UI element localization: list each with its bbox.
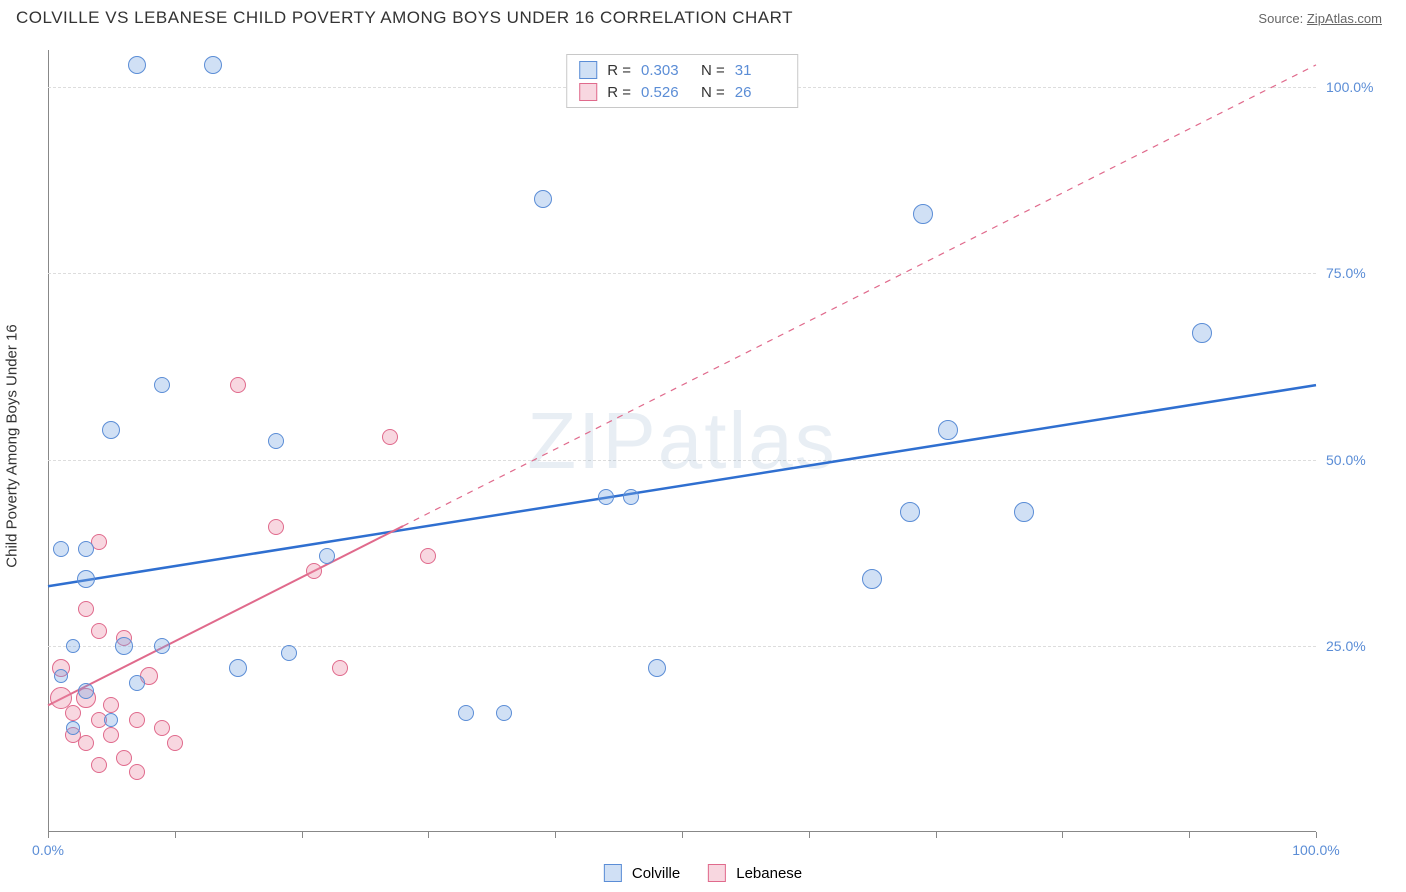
x-tick — [1062, 832, 1063, 838]
legend-label-colville: Colville — [632, 865, 680, 882]
data-point-lebanese — [167, 735, 183, 751]
y-tick-label: 25.0% — [1326, 638, 1386, 654]
data-point-colville — [115, 637, 133, 655]
legend-r-label: R = — [607, 84, 631, 101]
data-point-colville — [53, 541, 69, 557]
data-point-colville — [1014, 502, 1034, 522]
legend-row-lebanese: R = 0.526 N = 26 — [579, 81, 785, 103]
correlation-legend: R = 0.303 N = 31 R = 0.526 N = 26 — [566, 54, 798, 108]
legend-n-value-lebanese: 26 — [735, 84, 785, 101]
data-point-lebanese — [91, 757, 107, 773]
legend-swatch-lebanese — [579, 83, 597, 101]
data-point-colville — [913, 204, 933, 224]
legend-n-value-colville: 31 — [735, 62, 785, 79]
data-point-colville — [154, 377, 170, 393]
data-point-lebanese — [332, 660, 348, 676]
legend-swatch-colville-icon — [604, 864, 622, 882]
data-point-lebanese — [306, 563, 322, 579]
data-point-colville — [66, 721, 80, 735]
trend-lines — [48, 50, 1316, 832]
data-point-colville — [534, 190, 552, 208]
data-point-colville — [938, 420, 958, 440]
data-point-colville — [281, 645, 297, 661]
chart-header: COLVILLE VS LEBANESE CHILD POVERTY AMONG… — [0, 0, 1406, 32]
data-point-colville — [623, 489, 639, 505]
legend-r-value-lebanese: 0.526 — [641, 84, 691, 101]
data-point-lebanese — [268, 519, 284, 535]
x-tick-label: 100.0% — [1292, 842, 1339, 858]
data-point-colville — [102, 421, 120, 439]
legend-swatch-colville — [579, 61, 597, 79]
data-point-lebanese — [103, 697, 119, 713]
data-point-colville — [54, 669, 68, 683]
chart-area: 25.0%50.0%75.0%100.0% 0.0%100.0% ZIPatla… — [48, 50, 1316, 832]
data-point-lebanese — [129, 764, 145, 780]
legend-swatch-lebanese-icon — [708, 864, 726, 882]
data-point-colville — [204, 56, 222, 74]
data-point-lebanese — [420, 548, 436, 564]
x-tick-label: 0.0% — [32, 842, 64, 858]
x-tick — [1316, 832, 1317, 838]
data-point-colville — [78, 541, 94, 557]
data-point-lebanese — [129, 712, 145, 728]
data-point-lebanese — [78, 601, 94, 617]
source-attribution: Source: ZipAtlas.com — [1258, 11, 1382, 26]
data-point-colville — [900, 502, 920, 522]
data-point-colville — [458, 705, 474, 721]
data-point-lebanese — [78, 735, 94, 751]
data-point-colville — [128, 56, 146, 74]
data-point-lebanese — [116, 750, 132, 766]
legend-label-lebanese: Lebanese — [736, 865, 802, 882]
data-point-lebanese — [91, 623, 107, 639]
source-label: Source: — [1258, 11, 1303, 26]
data-point-colville — [129, 675, 145, 691]
chart-title: COLVILLE VS LEBANESE CHILD POVERTY AMONG… — [16, 8, 793, 28]
legend-n-label: N = — [701, 84, 725, 101]
legend-r-label: R = — [607, 62, 631, 79]
x-tick — [555, 832, 556, 838]
data-point-colville — [496, 705, 512, 721]
data-point-colville — [78, 683, 94, 699]
legend-n-label: N = — [701, 62, 725, 79]
legend-item-lebanese: Lebanese — [708, 864, 802, 882]
x-tick — [936, 832, 937, 838]
y-tick-label: 100.0% — [1326, 79, 1386, 95]
x-tick — [302, 832, 303, 838]
x-tick — [48, 832, 49, 838]
data-point-colville — [104, 713, 118, 727]
data-point-lebanese — [230, 377, 246, 393]
data-point-colville — [154, 638, 170, 654]
data-point-colville — [77, 570, 95, 588]
x-tick — [175, 832, 176, 838]
data-point-lebanese — [382, 429, 398, 445]
data-point-colville — [598, 489, 614, 505]
x-tick — [428, 832, 429, 838]
x-tick — [682, 832, 683, 838]
data-point-lebanese — [65, 705, 81, 721]
legend-row-colville: R = 0.303 N = 31 — [579, 59, 785, 81]
data-point-colville — [268, 433, 284, 449]
series-legend: Colville Lebanese — [604, 864, 802, 882]
y-axis-title: Child Poverty Among Boys Under 16 — [4, 324, 21, 567]
data-point-lebanese — [154, 720, 170, 736]
data-point-colville — [66, 639, 80, 653]
legend-item-colville: Colville — [604, 864, 680, 882]
x-tick — [1189, 832, 1190, 838]
data-point-colville — [648, 659, 666, 677]
data-point-colville — [319, 548, 335, 564]
data-point-lebanese — [103, 727, 119, 743]
data-point-colville — [1192, 323, 1212, 343]
y-tick-label: 75.0% — [1326, 265, 1386, 281]
data-point-colville — [229, 659, 247, 677]
legend-r-value-colville: 0.303 — [641, 62, 691, 79]
y-tick-label: 50.0% — [1326, 452, 1386, 468]
data-point-colville — [862, 569, 882, 589]
source-link[interactable]: ZipAtlas.com — [1307, 11, 1382, 26]
x-tick — [809, 832, 810, 838]
